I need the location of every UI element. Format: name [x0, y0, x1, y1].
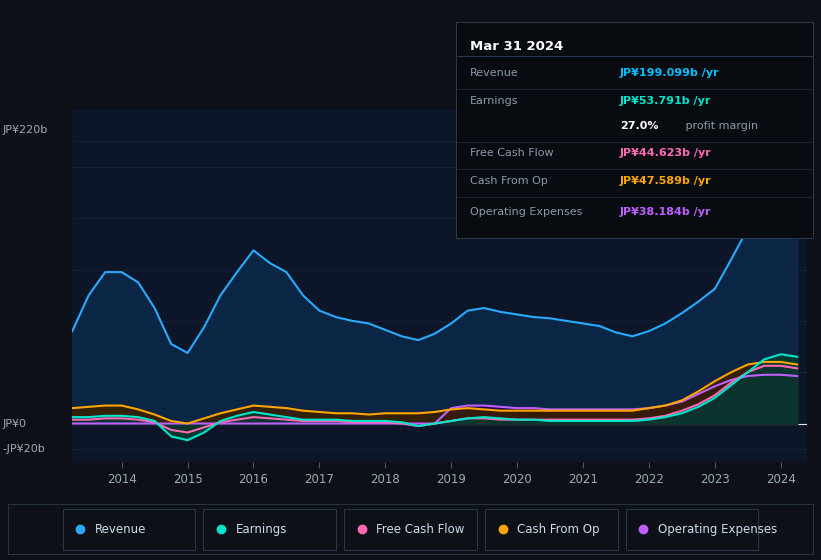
Text: profit margin: profit margin: [682, 121, 759, 131]
Text: 27.0%: 27.0%: [620, 121, 658, 131]
Text: Free Cash Flow: Free Cash Flow: [470, 148, 553, 158]
Text: Operating Expenses: Operating Expenses: [470, 207, 582, 217]
Text: Cash From Op: Cash From Op: [470, 176, 548, 186]
Text: JP¥53.791b /yr: JP¥53.791b /yr: [620, 96, 711, 106]
Text: Earnings: Earnings: [470, 96, 518, 106]
Text: Cash From Op: Cash From Op: [517, 522, 599, 536]
Text: JP¥38.184b /yr: JP¥38.184b /yr: [620, 207, 712, 217]
Text: -JP¥20b: -JP¥20b: [2, 444, 45, 454]
Text: JP¥44.623b /yr: JP¥44.623b /yr: [620, 148, 712, 158]
Text: Operating Expenses: Operating Expenses: [658, 522, 777, 536]
Text: JP¥220b: JP¥220b: [2, 124, 48, 134]
Text: Revenue: Revenue: [470, 68, 519, 78]
Text: Free Cash Flow: Free Cash Flow: [376, 522, 465, 536]
Text: Earnings: Earnings: [236, 522, 287, 536]
Text: JP¥47.589b /yr: JP¥47.589b /yr: [620, 176, 712, 186]
Text: JP¥0: JP¥0: [2, 418, 26, 428]
Text: JP¥199.099b /yr: JP¥199.099b /yr: [620, 68, 719, 78]
Text: Mar 31 2024: Mar 31 2024: [470, 40, 563, 53]
Text: Revenue: Revenue: [94, 522, 146, 536]
